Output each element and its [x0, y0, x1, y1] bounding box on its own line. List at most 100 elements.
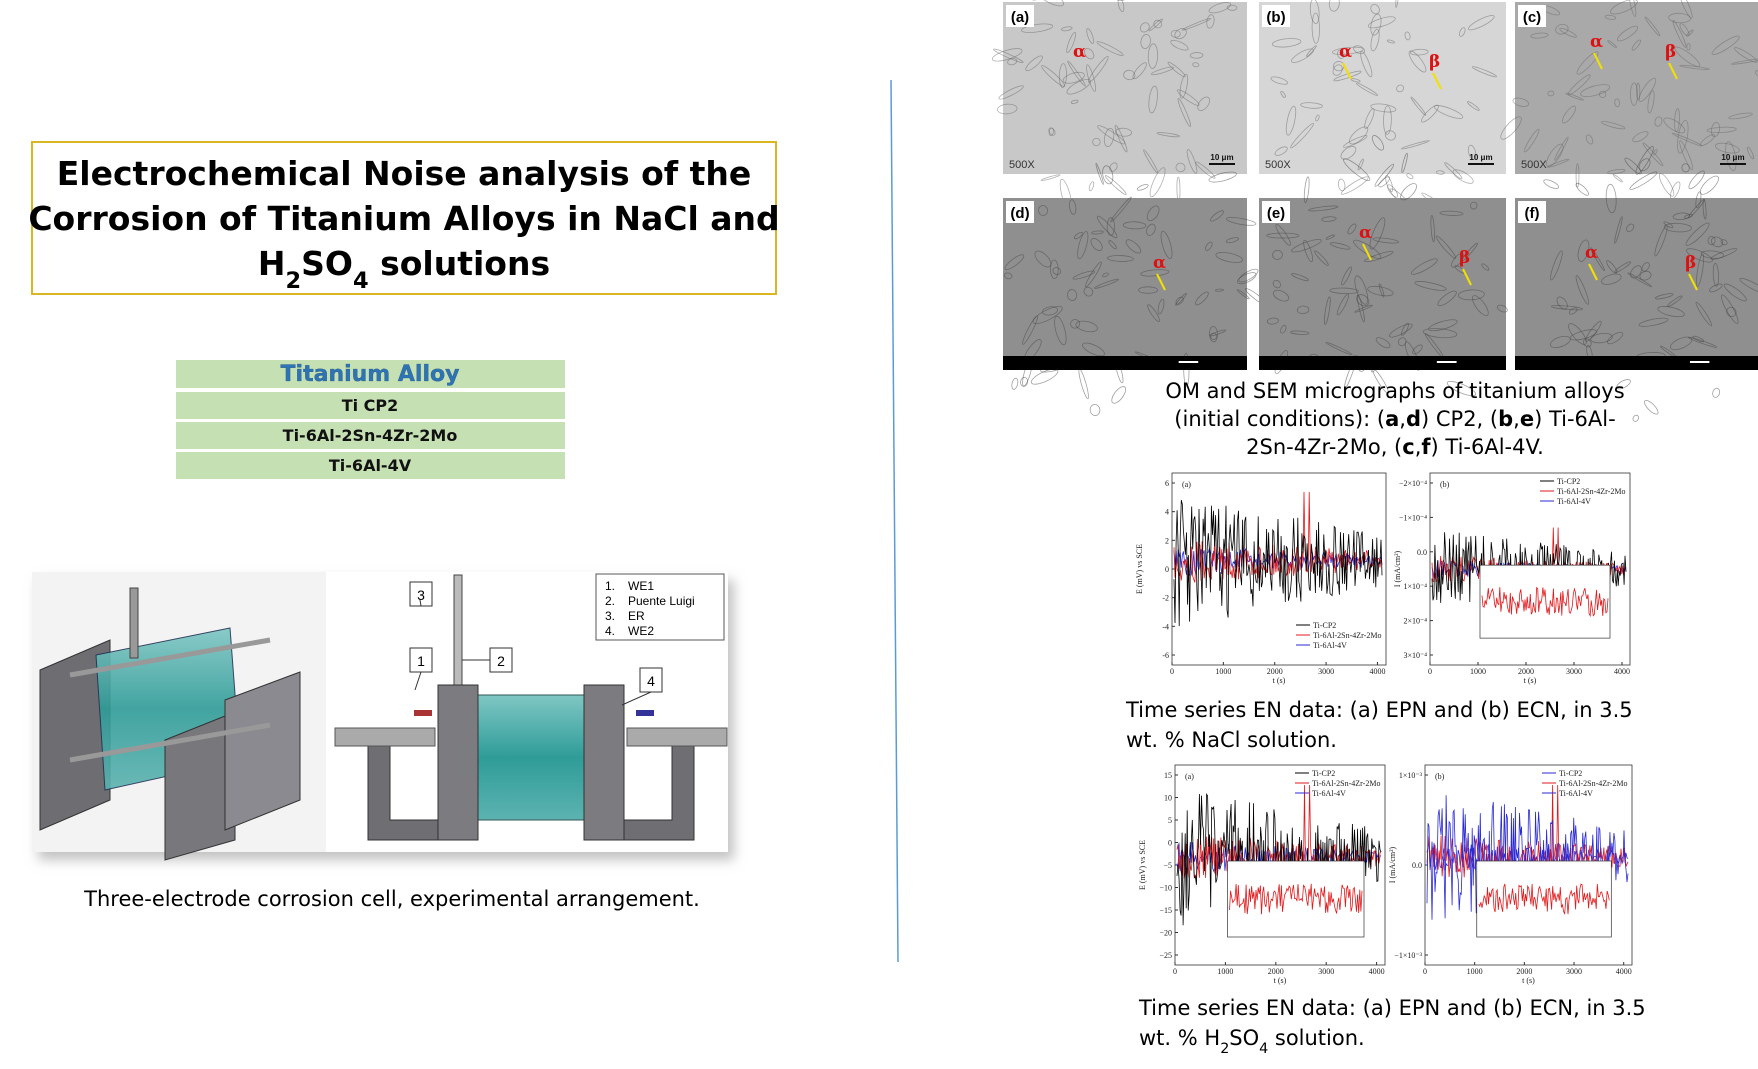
phase-label: α	[1073, 42, 1086, 62]
text-segment: 2	[286, 268, 302, 294]
grain	[1073, 231, 1083, 240]
grain	[1409, 48, 1429, 56]
text-segment: Time series EN data: (a) EPN and (b) ECN…	[1125, 698, 1633, 722]
legend-label: Ti-6Al-4V	[1557, 497, 1591, 506]
phase-arrow	[1668, 62, 1678, 80]
table-header: Titanium Alloy	[281, 362, 460, 387]
y-tick-label: -2	[1162, 594, 1169, 603]
grain	[1030, 368, 1059, 385]
screw	[626, 727, 728, 747]
grain	[1411, 258, 1438, 275]
grain	[1583, 338, 1592, 348]
grain	[1444, 162, 1463, 180]
x-tick-label: 1000	[1215, 667, 1231, 676]
grain	[1067, 60, 1086, 87]
grain	[1577, 239, 1590, 262]
grain	[1189, 52, 1204, 59]
divider	[890, 79, 899, 963]
grain	[1156, 132, 1180, 138]
grain	[1568, 323, 1587, 345]
grain	[1123, 69, 1136, 81]
grain	[1636, 82, 1641, 101]
grain	[1146, 205, 1160, 222]
grain	[1470, 201, 1478, 210]
grain	[1523, 128, 1540, 153]
trace	[1431, 532, 1627, 603]
grain	[1530, 32, 1549, 39]
grain	[1022, 315, 1038, 345]
grain	[1372, 237, 1400, 244]
grain	[1383, 105, 1392, 135]
grain	[1072, 270, 1096, 280]
grain	[1706, 126, 1737, 134]
grain	[1110, 196, 1132, 223]
grain	[1020, 376, 1028, 387]
text-segment: OM and SEM micrographs of titanium alloy…	[1165, 379, 1624, 403]
grain	[1337, 178, 1346, 192]
x-tick-label: 1000	[1470, 667, 1486, 676]
panel-label-bg	[1518, 5, 1546, 27]
y-tick-label: −1×10⁻⁴	[1399, 513, 1427, 522]
grain	[1468, 15, 1495, 31]
panel-label: (b)	[1435, 772, 1445, 781]
inset-trace	[1481, 586, 1609, 618]
x-tick-label: 1000	[1467, 967, 1483, 976]
grain	[1132, 62, 1147, 80]
grain	[1671, 132, 1703, 147]
text-segment: Time series EN data: (a) EPN and (b) ECN…	[1138, 996, 1646, 1020]
text-segment: ,	[1399, 407, 1406, 431]
text-segment: 4	[353, 268, 369, 294]
inset-trace	[1229, 883, 1363, 915]
table-cell	[176, 392, 565, 419]
micrograph: (c) α β 500X 10 μm	[1500, 0, 1758, 200]
grain	[1628, 0, 1637, 17]
grain	[1197, 96, 1211, 112]
grain	[1066, 78, 1091, 95]
grain	[1387, 184, 1399, 198]
grain	[1266, 232, 1300, 239]
grain	[1208, 2, 1232, 14]
micrograph: (d) α	[1003, 162, 1269, 416]
grain	[1406, 173, 1414, 180]
grain	[1378, 176, 1391, 188]
grain	[1058, 63, 1067, 88]
phase-arrow	[1593, 52, 1603, 70]
title-box	[31, 141, 777, 295]
legend-label: Ti-6Al-2Sn-4Zr-2Mo	[1559, 779, 1627, 788]
grain	[1308, 205, 1339, 212]
grain	[1371, 135, 1385, 151]
grain	[1087, 56, 1109, 83]
grain	[1710, 248, 1738, 260]
grain	[1354, 275, 1369, 305]
x-tick-label: 4000	[1616, 967, 1632, 976]
grain	[1638, 77, 1657, 102]
legend-label: Ti-CP2	[1557, 477, 1580, 486]
y-axis-label: E (mV) vs SCE	[1135, 544, 1144, 594]
grain	[1547, 90, 1555, 97]
phase-label: α	[1339, 42, 1352, 62]
scale-label: 10 μm	[1210, 153, 1233, 162]
y-tick-label: 1×10⁻⁴	[1403, 582, 1427, 591]
rod	[69, 722, 271, 763]
grain	[1274, 146, 1288, 156]
grain	[1083, 286, 1094, 297]
grain	[1561, 105, 1577, 124]
info-bar	[1259, 356, 1506, 370]
scale-label: 10 μm	[1721, 153, 1744, 162]
grain	[1590, 332, 1613, 344]
y-tick-label: 1×10⁻³	[1399, 771, 1423, 780]
x-tick-label: 1000	[1217, 967, 1233, 976]
grain	[1179, 73, 1189, 99]
micrograph: (b) α β 500X 10 μm	[1259, 0, 1506, 226]
text-segment: ) Ti-6Al-	[1534, 407, 1616, 431]
grain	[1575, 275, 1590, 305]
plate	[39, 639, 111, 831]
grain	[1300, 102, 1323, 109]
grain	[1472, 295, 1489, 317]
grain	[1102, 165, 1114, 185]
grain	[1215, 251, 1243, 263]
text-segment: (initial conditions): (	[1174, 407, 1385, 431]
x-tick-label: 3000	[1566, 667, 1582, 676]
phase-arrow	[1156, 273, 1166, 291]
grain	[1700, 250, 1725, 259]
